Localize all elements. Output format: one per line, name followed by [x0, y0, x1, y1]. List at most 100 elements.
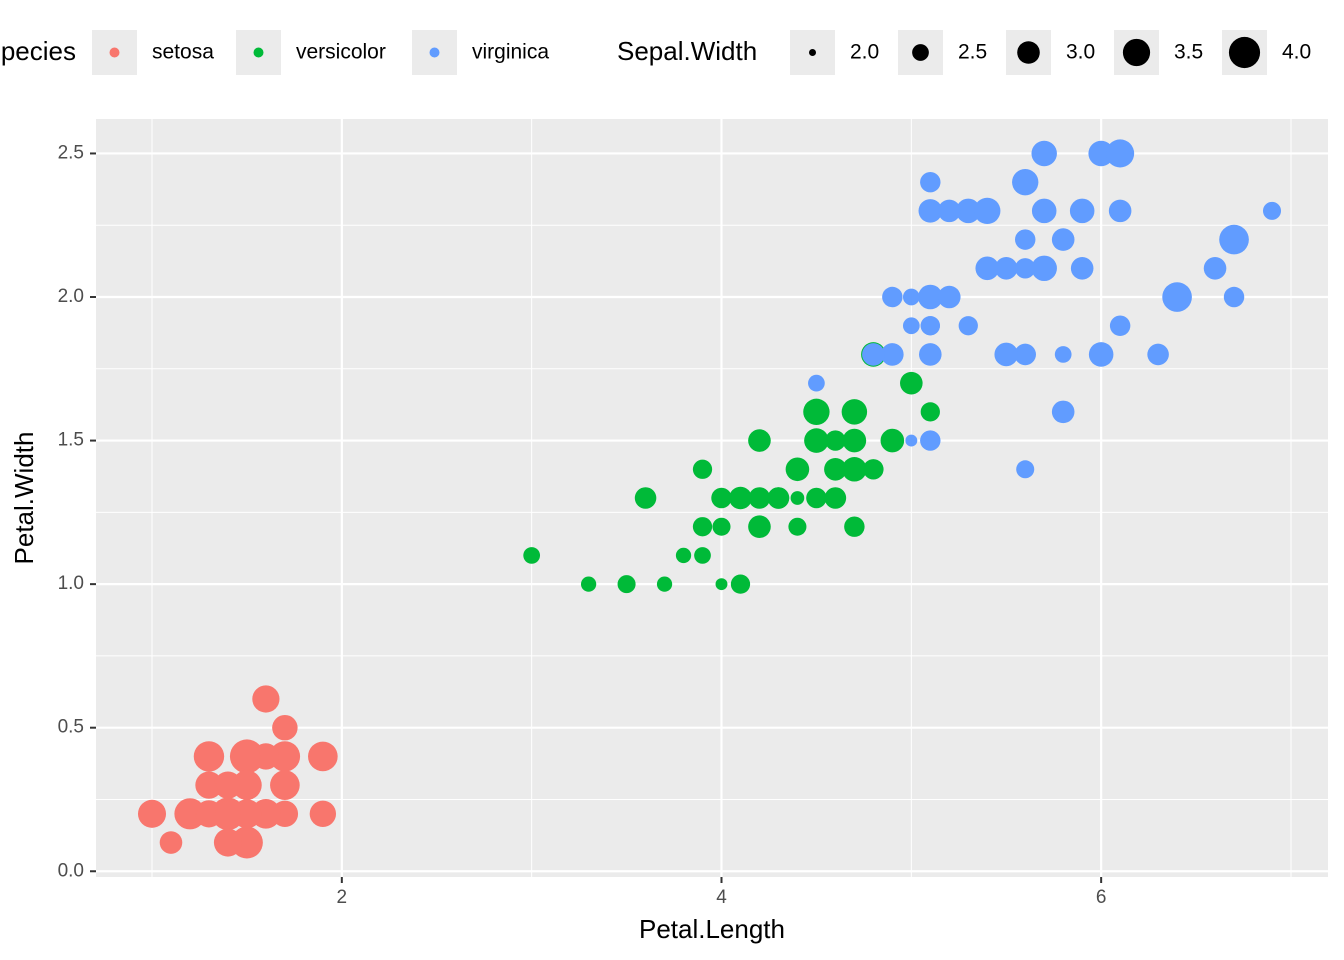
- bubble: [1088, 140, 1114, 167]
- bubble: [1147, 343, 1169, 366]
- color-legend-title: Species: [0, 36, 76, 66]
- bubble: [748, 487, 771, 509]
- bubble: [805, 429, 828, 452]
- bubble: [193, 741, 225, 772]
- bubble: [825, 430, 846, 451]
- bubble: [842, 428, 867, 453]
- bubble: [1262, 201, 1282, 220]
- bubble: [1088, 342, 1114, 367]
- y-axis-title: Petal.Width: [9, 432, 39, 565]
- bubble: [905, 434, 918, 447]
- bubble: [730, 574, 751, 594]
- legend-label: setosa: [152, 41, 214, 64]
- bubble: [958, 316, 978, 336]
- bubble: [1013, 170, 1038, 194]
- legend: Species Sepal.Width setosa versicolor virg…: [0, 30, 1311, 75]
- legend-key: [429, 47, 440, 58]
- bubble: [252, 743, 280, 770]
- bubble: [1223, 286, 1245, 308]
- bubble: [252, 685, 280, 713]
- bubble: [213, 828, 242, 857]
- bubble: [937, 285, 961, 309]
- bubble: [788, 517, 807, 536]
- bubble: [748, 515, 771, 539]
- bubble: [1031, 140, 1057, 167]
- x-tick-label: 6: [1096, 887, 1107, 908]
- bubble: [844, 516, 865, 537]
- bubble: [692, 517, 713, 537]
- bubble: [617, 575, 636, 594]
- bubble: [1106, 139, 1135, 168]
- bubble: [309, 800, 337, 828]
- size-legend-key: [1122, 38, 1151, 67]
- bubble: [581, 577, 596, 591]
- bubble: [1219, 224, 1249, 255]
- bubble: [715, 578, 728, 591]
- size-legend-key: [1228, 36, 1261, 69]
- bubble: [975, 256, 1000, 281]
- bubble: [843, 458, 866, 481]
- bubble: [1203, 257, 1227, 280]
- bubble: [994, 257, 1018, 280]
- bubble: [863, 459, 884, 480]
- bubble: [202, 778, 216, 792]
- bubble: [974, 197, 1001, 225]
- bubble: [920, 430, 941, 451]
- bubble: [920, 402, 940, 422]
- bubble: [918, 284, 943, 310]
- bubble: [767, 487, 790, 509]
- size-legend-label: 2.5: [958, 41, 987, 64]
- bubble: [1031, 255, 1057, 282]
- bubble: [232, 770, 262, 800]
- bubble: [1069, 198, 1095, 224]
- bubble: [692, 459, 713, 479]
- legend-label: virginica: [472, 41, 549, 64]
- bubble: [712, 517, 731, 536]
- bubble: [900, 371, 923, 395]
- bubble: [233, 743, 261, 770]
- y-tick-label: 2.5: [58, 142, 84, 163]
- size-legend-key: [1017, 41, 1040, 64]
- bubble: [634, 487, 657, 509]
- bubble: [902, 317, 920, 335]
- x-tick-label: 2: [337, 887, 348, 908]
- bubble: [270, 770, 300, 800]
- bubble: [523, 547, 541, 564]
- size-legend-label: 3.0: [1066, 41, 1095, 64]
- bubble: [1108, 199, 1132, 223]
- x-tick-label: 4: [716, 887, 727, 908]
- bubble: [994, 342, 1019, 367]
- bubble: [1070, 257, 1094, 280]
- bubble: [883, 432, 901, 449]
- bubble: [748, 429, 771, 452]
- bubble: [1014, 229, 1036, 250]
- size-legend-key: [809, 49, 816, 56]
- bubble: [730, 487, 751, 509]
- bubble: [919, 343, 942, 366]
- bubble: [955, 198, 981, 224]
- bubble: [1054, 346, 1072, 363]
- bubble: [694, 547, 711, 564]
- bubble: [1109, 315, 1131, 336]
- size-legend-key: [912, 44, 929, 61]
- bubble: [920, 171, 941, 193]
- bubble: [918, 199, 943, 223]
- axes: 2 4 6 0.0 0.5 1.0 1.5 2.0 2.5: [58, 142, 1107, 908]
- size-legend-label: 3.5: [1174, 41, 1203, 64]
- bubble: [786, 457, 809, 481]
- bubble: [216, 773, 240, 797]
- bubble: [675, 547, 692, 564]
- bubble: [656, 576, 673, 592]
- x-axis-title: Petal.Length: [639, 914, 785, 944]
- bubble: [269, 741, 301, 772]
- bubble: [1031, 198, 1057, 224]
- size-legend-title: Sepal.Width: [617, 36, 757, 66]
- bubble: [824, 487, 847, 509]
- bubble: [937, 199, 961, 223]
- legend-label: versicolor: [296, 41, 386, 64]
- y-tick-label: 0.5: [58, 717, 84, 738]
- bubble: [1051, 400, 1075, 424]
- bubble: [808, 374, 825, 392]
